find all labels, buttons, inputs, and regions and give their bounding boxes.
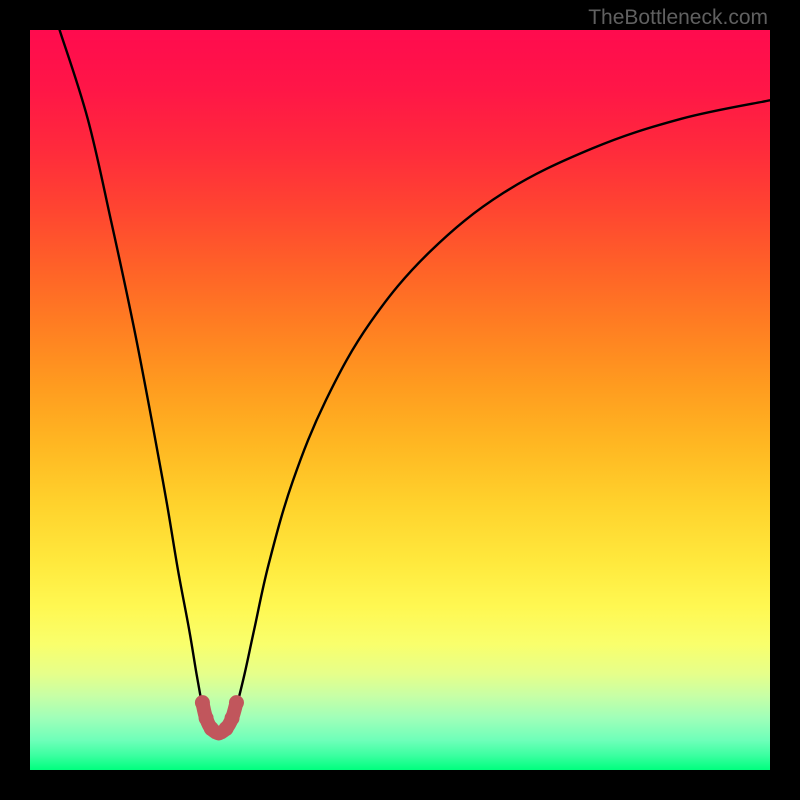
bottleneck-curve: [60, 30, 770, 707]
watermark-text: TheBottleneck.com: [588, 6, 768, 30]
chart-curve-layer: [30, 30, 770, 770]
plot-area: [30, 30, 770, 770]
valley-marker: [195, 695, 244, 740]
